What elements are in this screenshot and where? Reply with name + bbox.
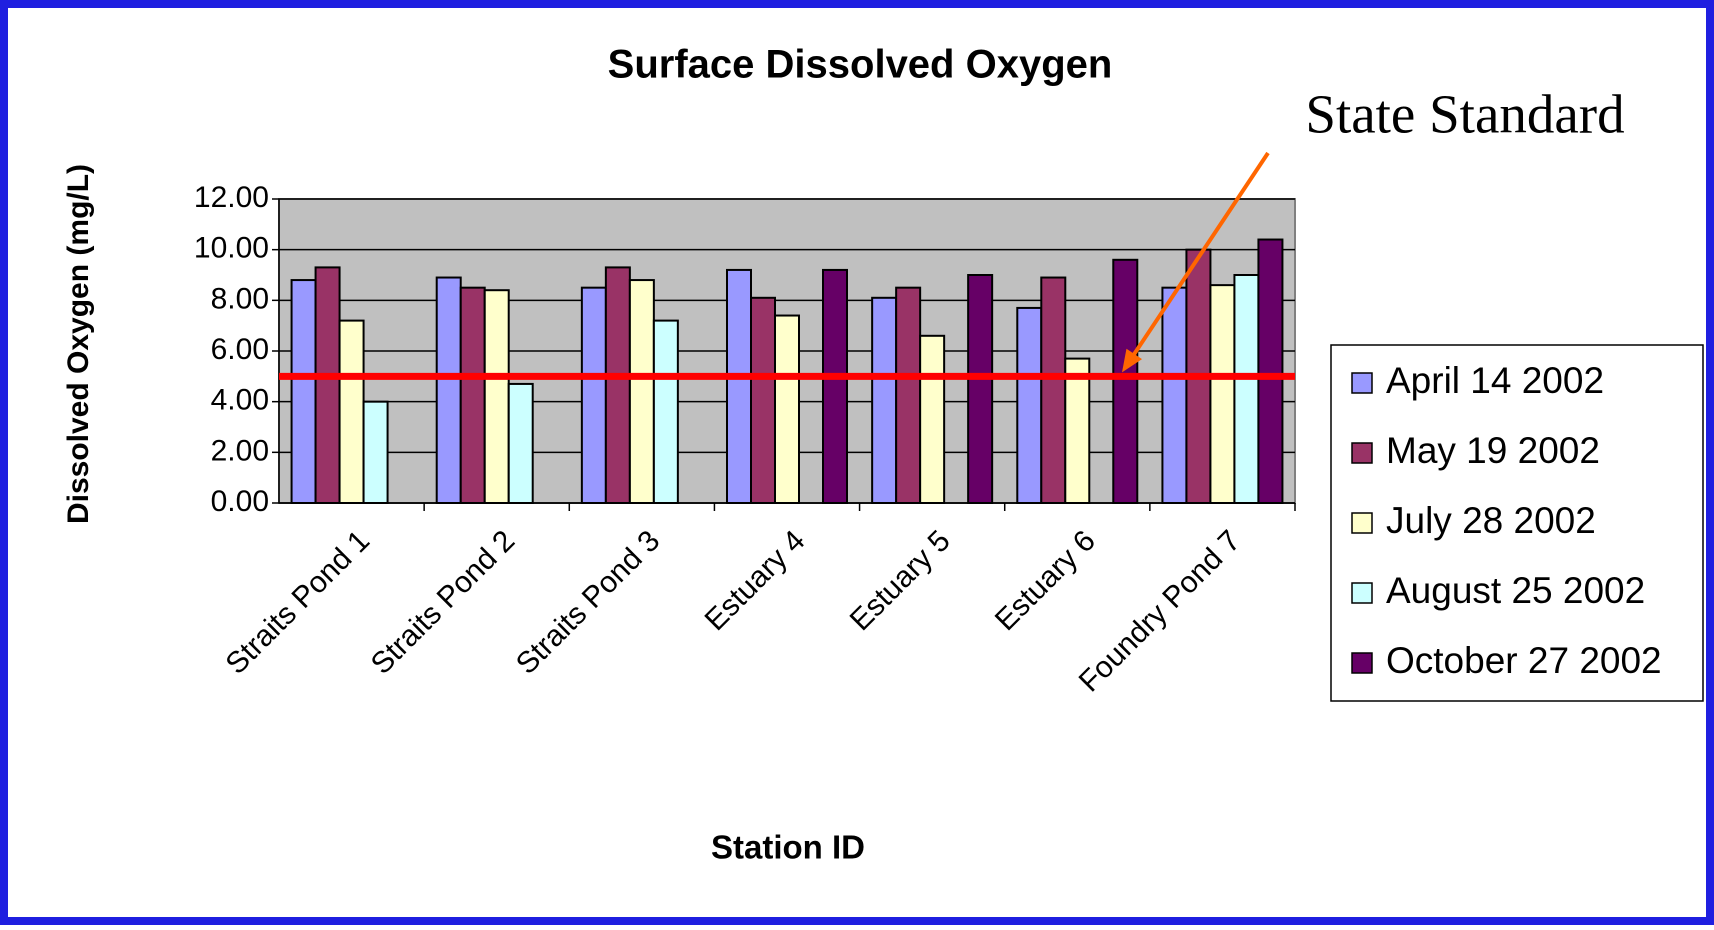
legend-label: October 27 2002 bbox=[1386, 640, 1662, 681]
legend-label: May 19 2002 bbox=[1386, 430, 1600, 471]
bar bbox=[822, 268, 848, 504]
y-tick-label: 12.00 bbox=[194, 181, 269, 214]
legend-swatch bbox=[1351, 582, 1373, 604]
bar bbox=[314, 266, 341, 504]
bar bbox=[435, 276, 462, 504]
bar bbox=[1161, 286, 1188, 504]
bar bbox=[628, 279, 655, 505]
bar bbox=[362, 400, 389, 504]
bar bbox=[726, 268, 752, 504]
annotation-text: State Standard bbox=[1305, 84, 1624, 145]
bar bbox=[338, 319, 365, 504]
legend-label: July 28 2002 bbox=[1386, 500, 1596, 541]
arrow-head bbox=[1122, 348, 1143, 373]
bar bbox=[967, 274, 994, 504]
y-tick-label: 10.00 bbox=[194, 232, 269, 265]
legend-swatch bbox=[1351, 512, 1373, 534]
bar bbox=[604, 266, 631, 504]
y-tick-label: 8.00 bbox=[211, 282, 269, 315]
bar bbox=[1016, 306, 1043, 504]
legend-swatch bbox=[1351, 372, 1373, 394]
legend-swatch bbox=[1351, 442, 1373, 464]
y-tick-label: 6.00 bbox=[211, 333, 269, 366]
x-axis-title: Station ID bbox=[711, 829, 865, 866]
bar bbox=[750, 296, 776, 504]
legend-box bbox=[1330, 344, 1704, 702]
y-axis-title: Dissolved Oxygen (mg/L) bbox=[62, 164, 95, 524]
bar bbox=[774, 314, 800, 504]
annotation-arrow bbox=[1130, 151, 1270, 359]
y-tick-label: 2.00 bbox=[211, 434, 269, 467]
legend-label: April 14 2002 bbox=[1386, 360, 1604, 401]
bar bbox=[1064, 357, 1091, 504]
legend-label: August 25 2002 bbox=[1386, 570, 1645, 611]
bar bbox=[483, 289, 510, 505]
bar bbox=[1112, 258, 1139, 504]
bar bbox=[652, 319, 679, 504]
bar bbox=[290, 279, 317, 505]
y-tick-label: 4.00 bbox=[211, 384, 269, 417]
y-tick-label: 0.00 bbox=[211, 485, 269, 518]
chart-title: Surface Dissolved Oxygen bbox=[608, 43, 1113, 87]
bar bbox=[580, 286, 607, 504]
bar bbox=[919, 334, 946, 504]
bar bbox=[1257, 238, 1284, 505]
bar bbox=[1233, 274, 1260, 504]
legend-swatch bbox=[1351, 652, 1373, 674]
bar bbox=[1209, 284, 1236, 504]
bar bbox=[459, 286, 486, 504]
bar bbox=[895, 286, 922, 504]
bar bbox=[871, 296, 898, 504]
bar bbox=[1040, 276, 1067, 504]
bar bbox=[507, 382, 534, 504]
